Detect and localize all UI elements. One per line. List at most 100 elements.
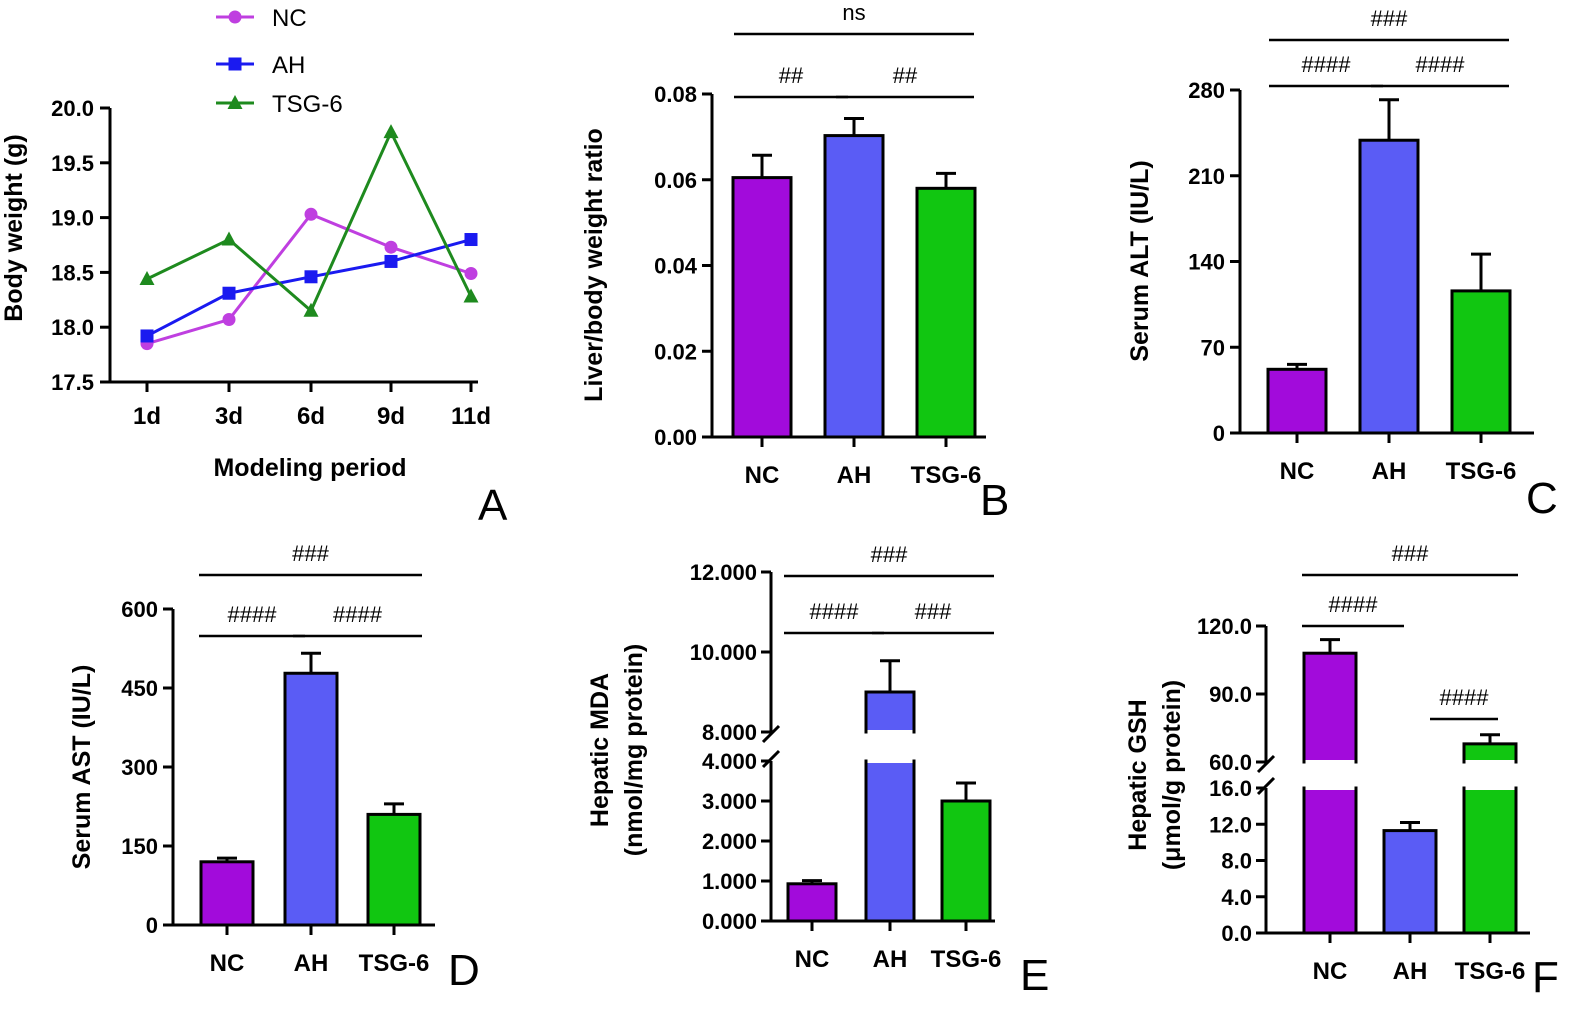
bar xyxy=(823,134,885,439)
legend-label: TSG-6 xyxy=(272,91,343,118)
x-tick-label: TSG-6 xyxy=(1446,458,1517,485)
axis-break-gap xyxy=(1305,760,1355,790)
y-tick-label: 18.0 xyxy=(51,315,94,340)
significance-label: #### xyxy=(1302,52,1352,77)
x-tick-label: AH xyxy=(837,462,872,489)
y-tick-label: 4.0 xyxy=(1221,885,1252,910)
significance-label: #### xyxy=(810,599,860,624)
y-tick-label: 0.04 xyxy=(654,254,698,279)
y-tick-label: 0.00 xyxy=(654,425,697,450)
y-tick-label: 0.02 xyxy=(654,339,697,364)
legend-label: AH xyxy=(272,52,305,79)
y-tick-label: 3.000 xyxy=(702,789,757,814)
y-axis-title-units: (nmol/mg protein) xyxy=(620,644,648,856)
significance-label: ns xyxy=(842,0,865,25)
y-tick-label: 600 xyxy=(121,597,158,622)
bar xyxy=(283,671,339,927)
y-axis-title: Hepatic GSH xyxy=(1124,699,1152,850)
bar xyxy=(940,799,992,923)
axis-break-mark xyxy=(1256,754,1276,774)
y-tick-label: 210 xyxy=(1188,164,1225,189)
bar xyxy=(1462,742,1518,764)
y-tick-label: 8.000 xyxy=(702,720,757,745)
x-tick-label: 1d xyxy=(133,403,161,430)
bar xyxy=(1358,138,1420,435)
significance-label: #### xyxy=(1329,592,1379,617)
bar xyxy=(915,186,977,439)
legend-label: NC xyxy=(272,5,307,32)
y-tick-label: 8.0 xyxy=(1221,849,1252,874)
x-tick-label: NC xyxy=(795,946,830,973)
data-point xyxy=(139,270,155,285)
y-tick-label: 90.0 xyxy=(1209,682,1252,707)
bar xyxy=(1266,367,1328,435)
x-tick-label: AH xyxy=(873,946,908,973)
data-point xyxy=(464,266,478,280)
y-tick-label: 300 xyxy=(121,755,158,780)
significance-label: ## xyxy=(779,63,804,88)
x-tick-label: 6d xyxy=(297,403,325,430)
panel-label: A xyxy=(478,481,508,530)
data-point xyxy=(140,329,154,343)
x-tick-label: NC xyxy=(1280,458,1315,485)
y-tick-label: 12.000 xyxy=(690,560,757,585)
y-tick-label: 0.08 xyxy=(654,82,697,107)
significance-label: ### xyxy=(915,599,952,624)
y-tick-label: 19.0 xyxy=(51,206,94,231)
y-tick-label: 140 xyxy=(1188,250,1225,275)
data-point xyxy=(383,124,399,139)
data-point xyxy=(384,240,398,254)
bar xyxy=(199,860,255,927)
x-axis-title: Modeling period xyxy=(213,454,406,482)
bar xyxy=(864,690,916,734)
x-tick-label: TSG-6 xyxy=(931,946,1002,973)
panel-f-bar-chart: 0.0 4.0 8.0 12.0 16.060.0 90.0 120.0 NC AH TSG-6 #… xyxy=(1124,541,1559,1002)
series-line-tsg6 xyxy=(146,128,473,314)
bar xyxy=(1382,829,1438,935)
data-point xyxy=(304,270,318,284)
y-tick-label: 19.5 xyxy=(51,151,94,176)
y-tick-label: 0 xyxy=(146,913,158,938)
y-tick-label: 150 xyxy=(121,834,158,859)
significance-label: ### xyxy=(292,541,329,566)
significance-label: ### xyxy=(1371,6,1408,31)
y-tick-label: 1.000 xyxy=(702,869,757,894)
significance-label: ### xyxy=(871,542,908,567)
data-point xyxy=(304,207,318,221)
x-tick-label: TSG-6 xyxy=(1455,958,1526,985)
panel-e-bar-chart: 0.000 1.000 2.000 3.000 4.000 8.000 10.000 12.0… xyxy=(586,542,1049,1000)
x-tick-label: AH xyxy=(1372,458,1407,485)
y-tick-label: 0.06 xyxy=(654,168,697,193)
data-point xyxy=(222,313,236,327)
legend-marker xyxy=(227,95,243,109)
y-tick-label: 450 xyxy=(121,676,158,701)
axis-break-gap xyxy=(1465,760,1515,790)
bar xyxy=(1302,651,1358,764)
bar xyxy=(1302,786,1358,935)
bar xyxy=(731,176,793,439)
axis-break-mark xyxy=(761,749,781,769)
y-tick-label: 0 xyxy=(1213,421,1225,446)
significance-label: ### xyxy=(1392,541,1429,566)
y-tick-label: 20.0 xyxy=(51,96,94,121)
data-point xyxy=(463,288,479,303)
y-tick-label: 16.0 xyxy=(1209,776,1252,801)
legend-marker xyxy=(228,57,242,71)
bar xyxy=(786,882,838,923)
y-tick-label: 120.0 xyxy=(1197,614,1252,639)
y-axis-title-units: (μmol/g protein) xyxy=(1158,680,1186,870)
y-tick-label: 10.000 xyxy=(690,640,757,665)
x-tick-label: 11d xyxy=(451,403,491,430)
x-tick-label: NC xyxy=(745,462,780,489)
y-tick-label: 280 xyxy=(1188,78,1225,103)
bar xyxy=(1450,289,1512,435)
panel-a-line-chart: 17.5 18.0 18.5 19.0 19.5 20.0 1d 3d 6d 9d 11d Model… xyxy=(0,5,508,530)
y-tick-label: 4.000 xyxy=(702,749,757,774)
significance-label: #### xyxy=(228,602,278,627)
x-tick-label: 9d xyxy=(377,403,405,430)
significance-label: #### xyxy=(1416,52,1466,77)
data-point xyxy=(221,231,237,246)
significance-label: #### xyxy=(1440,685,1490,710)
